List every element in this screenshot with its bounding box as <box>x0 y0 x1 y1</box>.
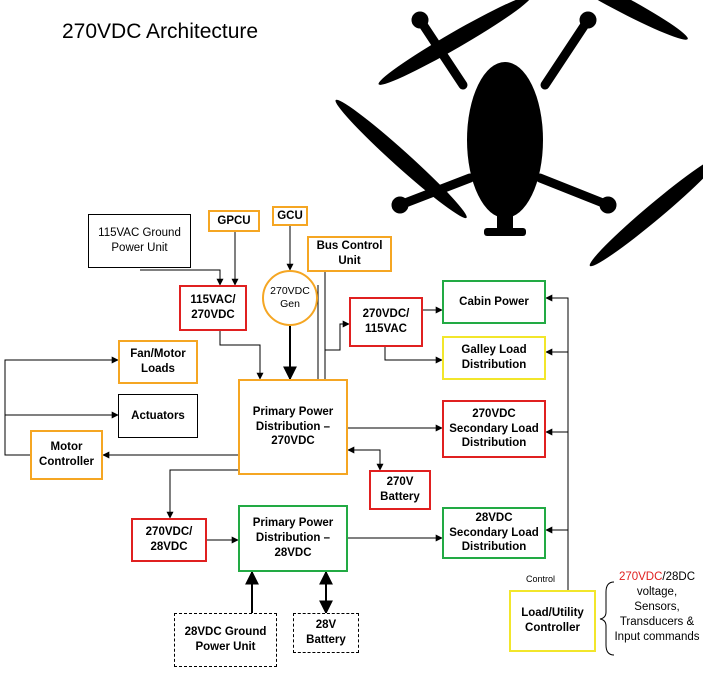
quadcopter-image <box>335 0 703 267</box>
ground-power-unit-115vac: 115VAC Ground Power Unit <box>88 214 191 268</box>
secondary-load-distribution-270vdc: 270VDC Secondary Load Distribution <box>442 400 546 458</box>
inputs-note-highlight: 270VDC <box>618 571 663 583</box>
inputs-note-text: /28DC voltage, Sensors, Transducers & In… <box>614 571 700 643</box>
controller-inputs-note: 270VDC/28DC voltage, Sensors, Transducer… <box>614 570 700 645</box>
motor-controller: Motor Controller <box>30 430 103 480</box>
control-label: Control <box>526 574 556 584</box>
battery-270v: 270V Battery <box>369 470 431 510</box>
generator-270vdc: 270VDC Gen <box>262 270 318 326</box>
gpcu-box: GPCU <box>208 210 260 232</box>
fan-motor-loads: Fan/Motor Loads <box>118 340 198 384</box>
gcu-box: GCU <box>272 206 308 226</box>
battery-28v: 28V Battery <box>293 613 359 653</box>
load-utility-controller: Load/Utility Controller <box>509 590 596 652</box>
converter-270vdc-115vac: 270VDC/ 115VAC <box>349 297 423 347</box>
converter-270vdc-28vdc: 270VDC/ 28VDC <box>131 518 207 562</box>
actuators-box: Actuators <box>118 394 198 438</box>
galley-load-distribution: Galley Load Distribution <box>442 336 546 380</box>
ground-power-unit-28vdc: 28VDC Ground Power Unit <box>174 613 277 667</box>
primary-power-distribution-270vdc: Primary Power Distribution – 270VDC <box>238 379 348 475</box>
cabin-power-box: Cabin Power <box>442 280 546 324</box>
diagram-title: 270VDC Architecture <box>62 20 259 43</box>
secondary-load-distribution-28vdc: 28VDC Secondary Load Distribution <box>442 507 546 559</box>
primary-power-distribution-28vdc: Primary Power Distribution – 28VDC <box>238 505 348 572</box>
bus-control-unit: Bus Control Unit <box>307 236 392 272</box>
converter-115vac-270vdc: 115VAC/ 270VDC <box>179 285 247 331</box>
